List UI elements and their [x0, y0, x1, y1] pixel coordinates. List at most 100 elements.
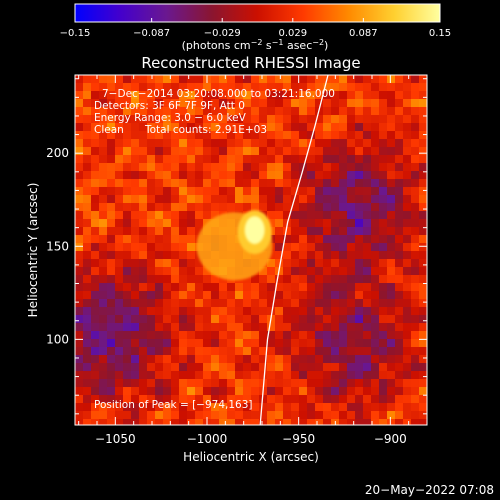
image-cell — [259, 315, 267, 323]
image-cell — [307, 307, 315, 315]
image-cell — [179, 171, 187, 179]
image-cell — [291, 203, 299, 211]
image-cell — [235, 363, 243, 371]
image-cell — [187, 235, 195, 243]
image-cell — [243, 371, 251, 379]
image-cell — [307, 371, 315, 379]
image-cell — [291, 339, 299, 347]
colorbar — [74, 3, 441, 23]
image-cell — [267, 371, 275, 379]
image-cell — [259, 403, 267, 411]
image-cell — [403, 259, 411, 267]
image-cell — [123, 395, 131, 403]
image-cell — [155, 315, 163, 323]
image-cell — [363, 155, 371, 163]
image-cell — [139, 171, 147, 179]
image-cell — [395, 291, 403, 299]
image-cell — [347, 363, 355, 371]
image-cell — [171, 235, 179, 243]
image-cell — [203, 387, 211, 395]
image-cell — [107, 155, 115, 163]
image-cell — [307, 139, 315, 147]
image-cell — [347, 387, 355, 395]
image-cell — [251, 163, 259, 171]
image-cell — [307, 203, 315, 211]
image-cell — [75, 371, 83, 379]
image-cell — [395, 131, 403, 139]
image-cell — [267, 179, 275, 187]
image-cell — [219, 395, 227, 403]
image-cell — [403, 155, 411, 163]
image-cell — [355, 315, 363, 323]
image-cell — [259, 267, 267, 275]
x-tick-label: −1000 — [187, 432, 228, 446]
image-cell — [379, 307, 387, 315]
image-cell — [331, 315, 339, 323]
image-cell — [379, 147, 387, 155]
image-cell — [219, 339, 227, 347]
image-cell — [195, 371, 203, 379]
image-cell — [299, 291, 307, 299]
annotation-energy: Energy Range: 3.0 − 6.0 keV — [94, 112, 247, 124]
image-cell — [91, 379, 99, 387]
image-cell — [411, 251, 419, 259]
image-cell — [227, 347, 235, 355]
image-cell — [339, 75, 347, 83]
image-cell — [163, 267, 171, 275]
image-cell — [139, 419, 147, 425]
image-cell — [211, 331, 219, 339]
image-cell — [155, 123, 163, 131]
image-cell — [419, 163, 427, 171]
image-cell — [147, 387, 155, 395]
image-cell — [307, 323, 315, 331]
image-cell — [251, 99, 259, 107]
image-cell — [339, 195, 347, 203]
image-cell — [275, 419, 283, 425]
image-cell — [387, 259, 395, 267]
image-cell — [299, 243, 307, 251]
image-cell — [347, 171, 355, 179]
footer-date: 20−May−2022 07:08 — [365, 483, 494, 497]
image-cell — [203, 275, 211, 283]
image-cell — [355, 411, 363, 419]
image-cell — [411, 267, 419, 275]
image-cell — [99, 259, 107, 267]
image-cell — [259, 155, 267, 163]
image-cell — [339, 395, 347, 403]
image-cell — [171, 323, 179, 331]
image-cell — [267, 131, 275, 139]
y-tick-label: 150 — [46, 239, 69, 253]
image-cell — [371, 155, 379, 163]
image-cell — [227, 155, 235, 163]
image-cell — [339, 107, 347, 115]
image-cell — [235, 139, 243, 147]
image-cell — [195, 387, 203, 395]
image-cell — [179, 299, 187, 307]
image-cell — [403, 299, 411, 307]
chart-title: Reconstructed RHESSI Image — [141, 54, 360, 72]
image-cell — [131, 275, 139, 283]
image-cell — [395, 331, 403, 339]
image-cell — [83, 339, 91, 347]
image-cell — [91, 83, 99, 91]
image-cell — [387, 267, 395, 275]
image-cell — [379, 267, 387, 275]
image-cell — [275, 235, 283, 243]
image-cell — [419, 339, 427, 347]
image-cell — [227, 163, 235, 171]
image-cell — [147, 347, 155, 355]
image-cell — [235, 315, 243, 323]
image-cell — [99, 387, 107, 395]
image-cell — [163, 131, 171, 139]
image-cell — [139, 387, 147, 395]
image-cell — [355, 99, 363, 107]
image-cell — [291, 387, 299, 395]
image-cell — [179, 411, 187, 419]
image-cell — [155, 147, 163, 155]
image-cell — [179, 323, 187, 331]
image-cell — [139, 187, 147, 195]
image-cell — [211, 315, 219, 323]
image-cell — [107, 171, 115, 179]
image-cell — [171, 195, 179, 203]
image-cell — [107, 379, 115, 387]
